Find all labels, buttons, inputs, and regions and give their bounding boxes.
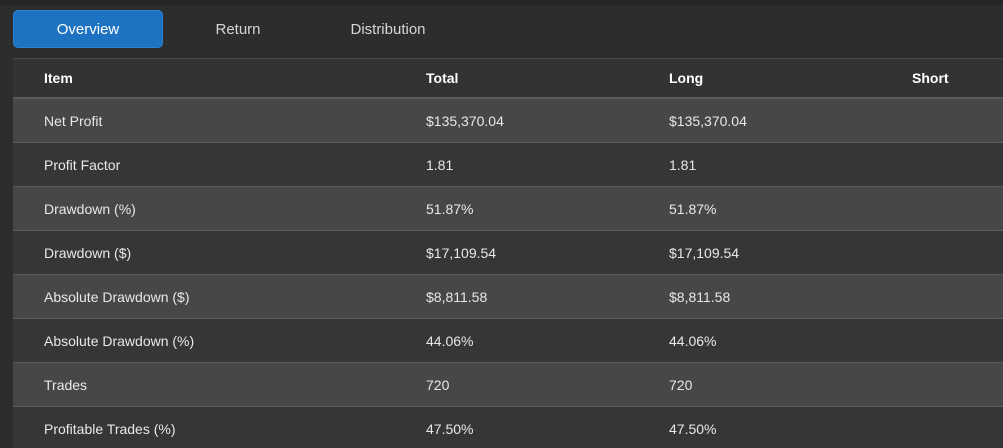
- table-row[interactable]: Profit Factor 1.81 1.81: [13, 143, 1003, 187]
- cell-item: Profit Factor: [44, 156, 121, 173]
- column-header-short[interactable]: Short: [912, 70, 949, 86]
- tab-distribution[interactable]: Distribution: [350, 20, 426, 38]
- cell-long: $17,109.54: [669, 244, 740, 261]
- cell-total: 720: [426, 376, 450, 393]
- cell-item: Net Profit: [44, 112, 103, 129]
- cell-long: $135,370.04: [669, 112, 747, 129]
- table-row[interactable]: Absolute Drawdown (%) 44.06% 44.06%: [13, 319, 1003, 363]
- top-border: [0, 0, 1003, 6]
- table-row[interactable]: Drawdown ($) $17,109.54 $17,109.54: [13, 231, 1003, 275]
- table-header-row: Item Total Long Short: [13, 59, 1003, 99]
- cell-long: 47.50%: [669, 420, 717, 437]
- cell-total: $17,109.54: [426, 244, 497, 261]
- cell-total: 51.87%: [426, 200, 474, 217]
- table-row[interactable]: Absolute Drawdown ($) $8,811.58 $8,811.5…: [13, 275, 1003, 319]
- cell-long: 51.87%: [669, 200, 717, 217]
- cell-item: Drawdown ($): [44, 244, 132, 261]
- cell-total: $8,811.58: [426, 288, 488, 305]
- performance-table: Item Total Long Short Net Profit $135,37…: [13, 58, 1003, 448]
- cell-total: 1.81: [426, 156, 454, 173]
- cell-long: 1.81: [669, 156, 697, 173]
- cell-item: Profitable Trades (%): [44, 420, 176, 437]
- column-header-long[interactable]: Long: [669, 70, 704, 86]
- cell-long: 720: [669, 376, 693, 393]
- cell-item: Trades: [44, 376, 88, 393]
- table-row[interactable]: Profitable Trades (%) 47.50% 47.50%: [13, 407, 1003, 448]
- cell-total: 47.50%: [426, 420, 474, 437]
- cell-total: 44.06%: [426, 332, 474, 349]
- table-row[interactable]: Trades 720 720: [13, 363, 1003, 407]
- cell-long: 44.06%: [669, 332, 717, 349]
- tab-bar: Overview Return Distribution: [13, 10, 463, 48]
- column-header-item[interactable]: Item: [44, 70, 73, 86]
- table-row[interactable]: Drawdown (%) 51.87% 51.87%: [13, 187, 1003, 231]
- column-header-total[interactable]: Total: [426, 70, 459, 86]
- cell-long: $8,811.58: [669, 288, 731, 305]
- cell-item: Absolute Drawdown ($): [44, 288, 190, 305]
- tab-overview[interactable]: Overview: [13, 10, 163, 48]
- cell-item: Absolute Drawdown (%): [44, 332, 195, 349]
- cell-total: $135,370.04: [426, 112, 504, 129]
- table-row[interactable]: Net Profit $135,370.04 $135,370.04: [13, 99, 1003, 143]
- tab-return[interactable]: Return: [215, 20, 261, 38]
- cell-item: Drawdown (%): [44, 200, 136, 217]
